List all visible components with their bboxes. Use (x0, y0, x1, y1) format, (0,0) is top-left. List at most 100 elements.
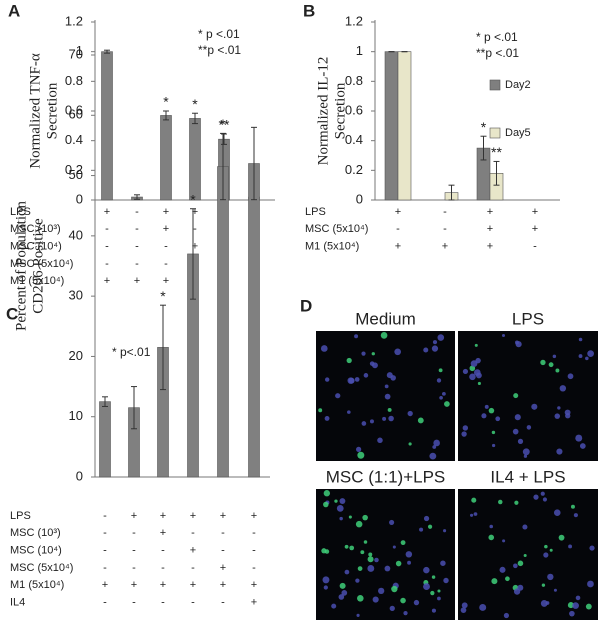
cell (367, 556, 374, 563)
bar (189, 118, 201, 201)
cell (471, 497, 477, 503)
condition-mark: - (103, 545, 107, 557)
cell (427, 524, 433, 529)
condition-mark: + (190, 579, 196, 591)
y-tick-label: 1.2 (65, 13, 83, 28)
cell (578, 354, 583, 359)
cell (324, 549, 330, 554)
condition-mark: - (103, 527, 107, 539)
y-tick-label: 0.6 (65, 102, 83, 117)
cell (437, 589, 441, 593)
condition-label: IL4 (10, 596, 25, 608)
cell (523, 454, 528, 458)
condition-mark: - (221, 527, 225, 539)
cell (346, 357, 352, 364)
cell (408, 442, 412, 446)
condition-mark: - (135, 258, 139, 270)
y-tick-label: 0.8 (65, 73, 83, 88)
cell (417, 417, 424, 424)
annotation: * p <.01 (198, 27, 240, 41)
cell (361, 421, 367, 426)
condition-mark: + (160, 510, 166, 522)
cell (503, 612, 509, 619)
micrograph (316, 489, 455, 620)
image-label: MSC (1:1)+LPS (326, 467, 446, 486)
cell (547, 573, 554, 581)
y-axis-label: Percent of Population (13, 201, 29, 331)
cell (387, 407, 392, 412)
cell (514, 414, 521, 421)
condition-mark: + (532, 206, 538, 218)
legend-label: Day5 (505, 127, 531, 139)
cell (437, 596, 441, 601)
condition-mark: + (163, 206, 169, 218)
condition-mark: - (105, 258, 109, 270)
cell (570, 504, 575, 509)
cell (344, 569, 350, 575)
cell (526, 425, 532, 430)
cell (331, 603, 337, 609)
y-tick-label: 0.2 (345, 162, 363, 177)
y-tick-label: 1 (356, 43, 363, 58)
cell (419, 527, 424, 532)
y-tick-label: 0.8 (345, 73, 363, 88)
cell (522, 448, 530, 456)
cell (475, 372, 482, 379)
cell (585, 603, 592, 610)
annotation: * p<.01 (112, 345, 151, 359)
bar (217, 166, 229, 478)
cell (512, 428, 519, 435)
bar (384, 51, 399, 201)
cell (502, 539, 506, 543)
cell (442, 391, 446, 396)
cell (423, 347, 429, 353)
cell (325, 377, 330, 382)
cell (543, 552, 549, 558)
cell (531, 403, 538, 410)
cell (517, 560, 524, 567)
cell (437, 334, 445, 341)
condition-mark: + (131, 579, 137, 591)
condition-mark: + (442, 241, 448, 253)
cell (513, 563, 518, 569)
cell (491, 430, 496, 435)
cell (367, 565, 375, 572)
cell (357, 451, 365, 459)
micrograph (458, 489, 598, 620)
y-tick-label: 30 (69, 288, 83, 303)
significance: ** (219, 117, 230, 133)
condition-mark: + (532, 223, 538, 235)
cell (355, 578, 360, 583)
cell (564, 409, 571, 416)
cell (436, 378, 442, 383)
cell (515, 340, 519, 345)
cell (347, 377, 355, 384)
cell (389, 605, 395, 612)
cell (323, 490, 331, 497)
significance: * (163, 94, 169, 110)
cell (501, 333, 506, 338)
cell (575, 595, 581, 601)
cell (460, 607, 467, 613)
cell (355, 520, 363, 528)
cell (587, 580, 594, 588)
cell (362, 514, 368, 521)
cell (380, 332, 388, 339)
cell (548, 362, 554, 368)
cell (474, 343, 478, 347)
cell (431, 345, 439, 352)
cell (542, 497, 548, 502)
cell (382, 416, 387, 421)
condition-mark: - (105, 223, 109, 235)
cell (589, 545, 595, 551)
y-axis-label: Normalized IL-12 (315, 57, 331, 166)
cell (568, 544, 573, 549)
cell (368, 552, 373, 557)
cell (579, 443, 586, 449)
condition-mark: - (252, 562, 256, 574)
cell (514, 500, 519, 505)
cell (549, 548, 553, 552)
y-tick-label: 0.4 (345, 132, 363, 147)
condition-mark: - (252, 545, 256, 557)
cell (488, 407, 495, 414)
